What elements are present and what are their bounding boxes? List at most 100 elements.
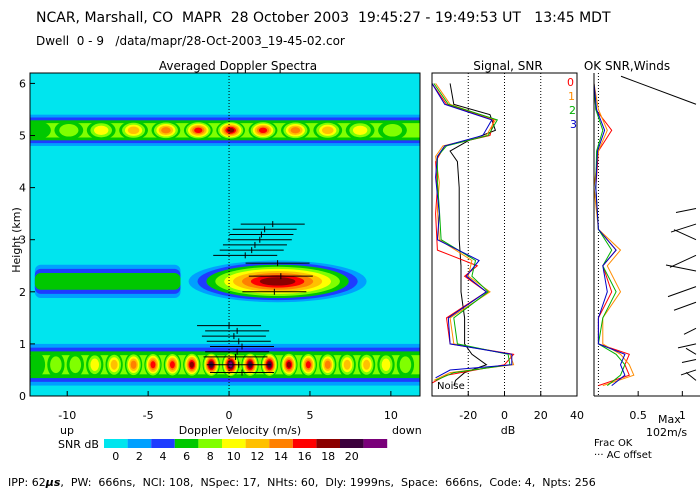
upper-layer-blob xyxy=(161,127,171,134)
up-note: up xyxy=(60,424,74,437)
wind-vector xyxy=(670,223,697,233)
wind-vector xyxy=(677,343,697,349)
lower-layer-blob xyxy=(30,352,46,378)
middle-layer-band xyxy=(34,273,181,290)
upper-layer-blob xyxy=(352,125,368,135)
spectra-xtick-label: -10 xyxy=(58,409,76,422)
colorbar-tick-label: 20 xyxy=(345,450,359,463)
wind-vector xyxy=(681,359,697,364)
footer-info: IPP: 62μs, PW: 666ns, NCI: 108, NSpec: 1… xyxy=(8,477,596,488)
ok-panel: OK SNR,Winds 0.5 1 Frac OK ··· AC offset … xyxy=(584,59,700,461)
colorbar-swatches xyxy=(104,439,388,448)
upper-layer-blob xyxy=(382,124,403,137)
spectra-wind-marks xyxy=(197,221,313,376)
colorbar-swatch xyxy=(245,439,270,448)
colorbar-tick-label: 14 xyxy=(274,450,288,463)
spectra-axes: -10 -5 0 5 10 0 1 2 3 4 5 6 xyxy=(19,77,398,422)
spectra-ytick-label: 5 xyxy=(19,130,26,143)
colorbar-tick-label: 4 xyxy=(160,450,167,463)
snr-axes: -20 0 20 40 xyxy=(459,391,584,422)
colorbar-tick-label: 6 xyxy=(183,450,190,463)
colorbar-swatch xyxy=(151,439,175,448)
colorbar-tick-label: 8 xyxy=(207,450,214,463)
snr-2-line xyxy=(433,83,511,381)
header-line2: Dwell 0 - 9 /data/mapr/28-Oct-2003_19-45… xyxy=(36,34,345,48)
colorbar-swatch xyxy=(127,439,152,448)
noise-note: Noise xyxy=(437,381,465,392)
snr-xtick-label: -20 xyxy=(459,409,477,422)
snr-xtick-label: 0 xyxy=(501,409,508,422)
spectra-frame xyxy=(29,72,421,397)
spectra-ytick-label: 1 xyxy=(19,338,26,351)
frac-ok-3-line xyxy=(594,83,626,386)
spectra-ytick-label: 4 xyxy=(19,182,26,195)
wind-vector xyxy=(685,347,697,355)
colorbar-swatch xyxy=(269,439,293,448)
colorbar-swatch xyxy=(198,439,222,448)
upper-layer-blob xyxy=(59,124,79,137)
upper-layer-blob xyxy=(30,120,51,140)
lower-layer-blob xyxy=(110,359,118,370)
spectra-xtick-label: 10 xyxy=(384,409,398,422)
snr-lines xyxy=(432,73,542,396)
spectra-ytick-label: 6 xyxy=(19,77,26,90)
profile-label: 1 xyxy=(568,90,575,103)
upper-layer-blob xyxy=(227,127,235,133)
colorbar-tick-label: 12 xyxy=(250,450,264,463)
lower-layer-blob xyxy=(381,358,391,371)
lower-layer-blob xyxy=(150,361,156,369)
frac-ok-1-line xyxy=(594,83,635,387)
spectra-xtick-label: -5 xyxy=(143,409,154,422)
wind-vector xyxy=(673,229,697,241)
lower-layer-blob xyxy=(189,361,194,368)
colorbar-label: SNR dB xyxy=(58,438,99,451)
footer-rest: , PW: 666ns, NCI: 108, NSpec: 17, NHts: … xyxy=(60,476,596,489)
ac-offset-note: ··· AC offset xyxy=(594,450,652,461)
spectra-ylabel: Height (km) xyxy=(10,207,23,273)
footer-ipp: IPP: 62 xyxy=(8,476,46,489)
spectra-ytick-label: 2 xyxy=(19,286,26,299)
upper-layer-blob xyxy=(94,125,109,135)
ok-axes: 0.5 1 xyxy=(629,391,686,422)
colorbar-ticks: 0 2 4 6 8 10 12 14 16 18 20 xyxy=(112,450,358,463)
colorbar-swatch xyxy=(222,439,246,448)
wind-vector xyxy=(620,75,697,105)
spectra-xtick-label: 0 xyxy=(226,409,233,422)
wind-vector xyxy=(685,371,697,381)
spectra-xtick-label: 5 xyxy=(306,409,313,422)
lower-layer-blob xyxy=(324,360,331,369)
snr-3-line xyxy=(432,83,513,379)
max-label: Max xyxy=(658,413,681,426)
lower-layer-blob xyxy=(363,359,371,370)
snr-0-line xyxy=(432,83,515,384)
ok-xtick-label: 1 xyxy=(679,409,686,422)
wind-vector xyxy=(683,327,697,335)
upper-layer-blob xyxy=(290,127,301,134)
snr-1-line xyxy=(433,83,515,381)
profile-label: 3 xyxy=(570,118,577,131)
colorbar-swatch xyxy=(174,439,199,448)
wind-vector xyxy=(669,254,697,268)
ac-offset-text: AC offset xyxy=(607,450,652,461)
colorbar-tick-label: 10 xyxy=(227,450,241,463)
colorbar-swatch xyxy=(340,439,364,448)
colorbar-swatch xyxy=(363,439,388,448)
colorbar-tick-label: 0 xyxy=(112,450,119,463)
colorbar-tick-label: 16 xyxy=(298,450,312,463)
colorbar-swatch xyxy=(104,439,128,448)
middle-layer-core xyxy=(259,277,296,286)
colorbar-tick-label: 2 xyxy=(136,450,143,463)
snr-title: Signal, SNR xyxy=(473,59,542,73)
colorbar-swatch xyxy=(316,439,340,448)
upper-layer-blob xyxy=(321,126,334,135)
max-value: 102m/s xyxy=(646,426,687,439)
profile-label: 2 xyxy=(569,104,576,117)
spectra-ytick-label: 3 xyxy=(19,234,26,247)
profile-label: 0 xyxy=(567,76,574,89)
header-line1: NCAR, Marshall, CO MAPR 28 October 2003 … xyxy=(36,10,611,26)
lower-layer-blob xyxy=(305,361,311,369)
signal-line xyxy=(449,83,497,386)
wind-vector xyxy=(673,301,697,311)
